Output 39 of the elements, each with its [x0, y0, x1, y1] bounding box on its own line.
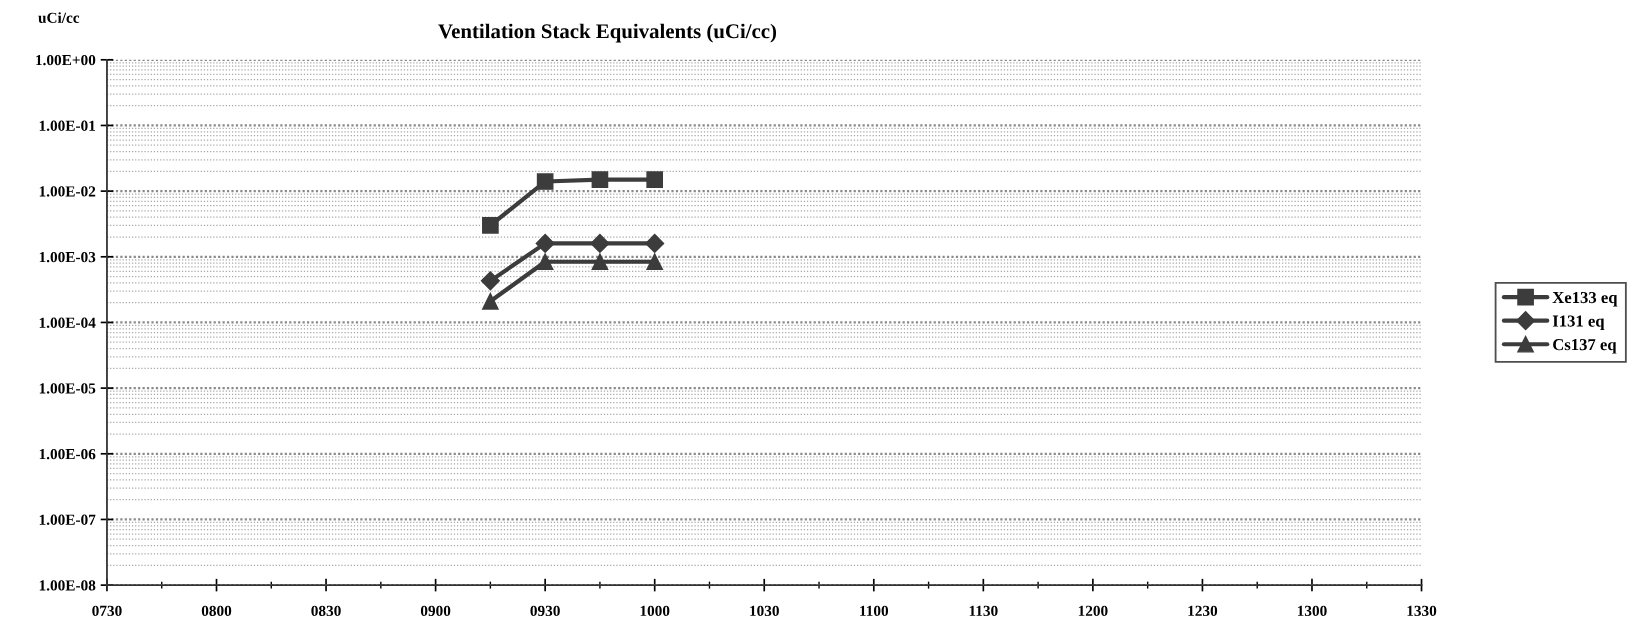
x-tick-label: 1300	[1297, 605, 1327, 617]
point	[646, 253, 664, 271]
point	[590, 233, 610, 253]
point	[536, 173, 554, 190]
x-tick-label: 0800	[201, 605, 232, 617]
x-tick-label: 1330	[1407, 605, 1437, 617]
x-tick-label: 1100	[860, 605, 889, 617]
x-tick-label: 1200	[1078, 605, 1108, 617]
point	[645, 233, 665, 253]
y-axis-title: uCi/cc	[38, 12, 80, 23]
x-tick-label: 1000	[640, 605, 670, 617]
x-tick-label: 1030	[750, 605, 779, 617]
point	[482, 217, 499, 234]
y-tick-label: 1.00E-03	[39, 251, 96, 263]
chart-title: Ventilation Stack Equivalents (uCi/cc)	[438, 23, 777, 43]
point	[482, 292, 499, 310]
x-tick-label: 0830	[311, 605, 341, 617]
x-tick-label: 0730	[92, 605, 122, 617]
y-tick-label: 1.00E-06	[39, 448, 96, 460]
x-tick-label: 1230	[1188, 605, 1218, 617]
legend-label: Xe133 eq	[1552, 291, 1618, 307]
y-tick-label: 1.00E-04	[39, 317, 96, 328]
point	[646, 171, 664, 188]
x-tick-label: 0930	[530, 605, 560, 617]
point	[591, 253, 609, 271]
point	[591, 171, 609, 188]
y-tick-label: 1.00E-02	[39, 186, 96, 197]
legend-label: I131 eq	[1552, 315, 1605, 331]
y-tick-label: 1.00E-01	[39, 120, 96, 131]
y-tick-label: 1.00E+00	[36, 54, 96, 66]
legend-label: Cs137 eq	[1553, 339, 1617, 354]
point	[480, 271, 500, 291]
point	[535, 233, 555, 253]
y-tick-label: 1.00E-07	[39, 514, 96, 525]
x-tick-label: 0900	[420, 605, 451, 617]
point	[536, 253, 554, 271]
y-tick-label: 1.00E-08	[39, 580, 96, 591]
y-tick-label: 1.00E-05	[39, 383, 96, 394]
x-tick-label: 1130	[969, 605, 998, 617]
